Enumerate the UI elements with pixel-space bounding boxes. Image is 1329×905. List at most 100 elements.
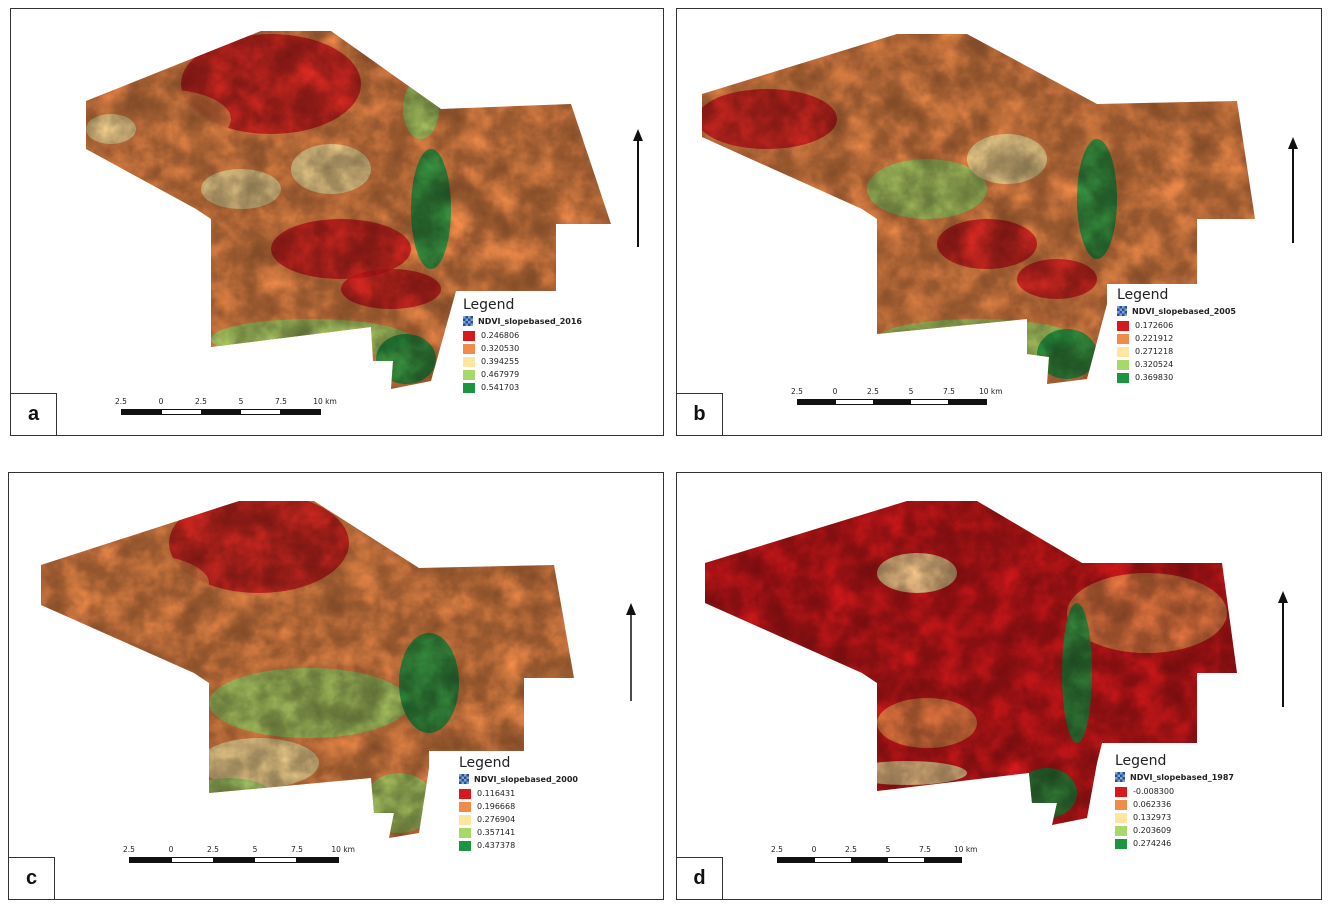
ndvi-map-b [702,34,1255,384]
scale-tick: 2.5 [115,397,127,406]
scale-tick: 7.5 [943,387,955,396]
legend-layer-name: NDVI_slopebased_2000 [474,774,578,784]
legend-swatch [459,827,471,838]
legend-layer: NDVI_slopebased_1987 [1115,772,1234,782]
scale-tick: 2.5 [791,387,803,396]
scale-tick: 2.5 [845,845,857,854]
legend-swatch [463,343,475,354]
legend-class-value: 0.320530 [481,344,520,353]
map-panel-b: Legend NDVI_slopebased_2005 0.172606 0.2… [676,8,1322,436]
legend-class: -0.008300 [1115,785,1234,798]
scale-tick: 7.5 [919,845,931,854]
scale-bar: 2.5 0 2.5 5 7.5 10 km [771,845,977,863]
legend-swatch [1115,825,1127,836]
legend-class-value: 0.357141 [477,828,516,837]
legend-class-value: 0.062336 [1133,800,1172,809]
scale-tick: 0 [168,845,174,854]
legend-class-value: 0.437378 [477,841,516,850]
layer-icon [1117,306,1127,316]
legend-class: 0.320530 [463,342,582,355]
map-panel-d: Legend NDVI_slopebased_1987 -0.008300 0.… [676,472,1322,900]
north-arrow-icon [1278,591,1288,707]
legend-class-value: 0.271218 [1135,347,1174,356]
scale-tick: 7.5 [275,397,287,406]
scale-tick: 0 [158,397,164,406]
legend: Legend NDVI_slopebased_2005 0.172606 0.2… [1117,287,1236,384]
scale-tick: 10 km [313,397,337,406]
legend-class-value: 0.467979 [481,370,520,379]
legend-class-value: 0.246806 [481,331,520,340]
scale-tick: 2.5 [195,397,207,406]
legend-class-value: 0.196668 [477,802,516,811]
layer-icon [459,774,469,784]
legend-layer-name: NDVI_slopebased_2005 [1132,306,1236,316]
legend-layer: NDVI_slopebased_2000 [459,774,578,784]
ndvi-map-c [41,501,574,838]
legend-swatch [1117,359,1129,370]
scale-tick: 5 [238,397,244,406]
legend-class: 0.394255 [463,355,582,368]
scale-tick: 5 [885,845,891,854]
legend: Legend NDVI_slopebased_2016 0.246806 0.3… [463,297,582,394]
legend-class-value: 0.541703 [481,383,520,392]
legend-swatch [1117,333,1129,344]
legend-class: 0.221912 [1117,332,1236,345]
scale-tick: 2.5 [771,845,783,854]
legend-class-value: 0.116431 [477,789,516,798]
legend-class-value: 0.221912 [1135,334,1174,343]
legend-title: Legend [459,755,511,771]
legend-swatch [1115,786,1127,797]
legend-class: 0.271218 [1117,345,1236,358]
scale-bar: 2.5 0 2.5 5 7.5 10 km [791,387,1003,405]
scale-tick: 10 km [331,845,355,854]
panel-label: a [11,393,57,435]
legend-swatch [1115,838,1127,849]
scale-tick: 2.5 [207,845,219,854]
scale-labels: 2.5 0 2.5 5 7.5 10 km [791,387,1003,399]
legend-layer: NDVI_slopebased_2005 [1117,306,1236,316]
scale-tick: 2.5 [123,845,135,854]
legend: Legend NDVI_slopebased_1987 -0.008300 0.… [1115,753,1234,850]
scale-tick: 7.5 [291,845,303,854]
legend-layer: NDVI_slopebased_2016 [463,316,582,326]
legend-swatch [1115,812,1127,823]
legend-class: 0.369830 [1117,371,1236,384]
legend-class: 0.196668 [459,800,578,813]
legend-class-value: 0.394255 [481,357,520,366]
legend-class: 0.062336 [1115,798,1234,811]
panel-label: d [677,857,723,899]
legend-swatch [1117,346,1129,357]
legend-class: 0.467979 [463,368,582,381]
panel-label: b [677,393,723,435]
legend-swatch [459,814,471,825]
legend-class: 0.274246 [1115,837,1234,850]
legend-swatch [463,382,475,393]
ndvi-map-a [86,31,611,389]
scale-bar: 2.5 0 2.5 5 7.5 10 km [123,845,355,863]
legend-swatch [463,356,475,367]
legend-class-value: 0.274246 [1133,839,1172,848]
legend-class-value: 0.369830 [1135,373,1174,382]
map-panel-c: Legend NDVI_slopebased_2000 0.116431 0.1… [8,472,664,900]
north-arrow-icon [633,129,643,247]
panel-label: c [9,857,55,899]
legend-swatch [1117,372,1129,383]
layer-icon [1115,772,1125,782]
legend-title: Legend [1115,753,1167,769]
ndvi-map-d [705,501,1237,825]
legend-class-value: 0.132973 [1133,813,1172,822]
legend-class-value: 0.320524 [1135,360,1174,369]
legend-title: Legend [463,297,515,313]
legend-class: 0.357141 [459,826,578,839]
scale-labels: 2.5 0 2.5 5 7.5 10 km [771,845,977,857]
scale-tick: 0 [832,387,838,396]
scale-tick: 5 [252,845,258,854]
legend: Legend NDVI_slopebased_2000 0.116431 0.1… [459,755,578,852]
legend-class: 0.320524 [1117,358,1236,371]
north-arrow-icon [1288,137,1298,243]
legend-class-value: 0.276904 [477,815,516,824]
scale-tick: 2.5 [867,387,879,396]
legend-class: 0.276904 [459,813,578,826]
legend-swatch [459,801,471,812]
legend-class: 0.203609 [1115,824,1234,837]
